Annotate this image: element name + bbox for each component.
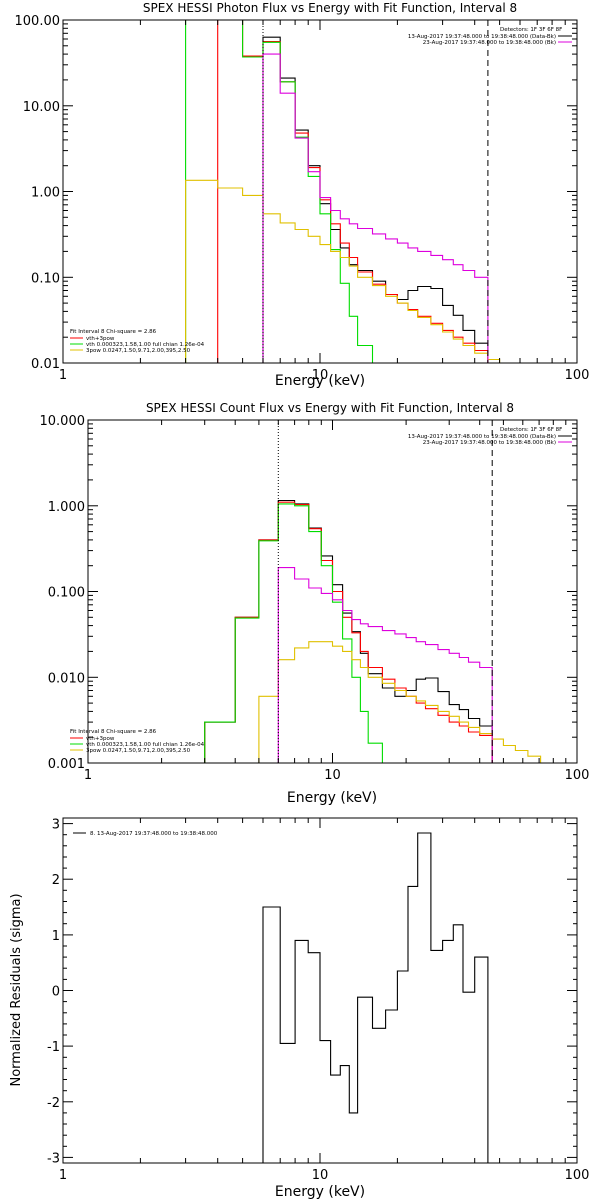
count-fit-vth-label: vth 0.000323,1.58,1.00 full chian 1.26e-…: [86, 742, 205, 748]
resid-series-residuals: [262, 832, 489, 1163]
count-fit-total-label: vth+3pow: [86, 736, 115, 742]
photon-y-tick-label: 100.00: [15, 14, 61, 29]
resid-x-axis-label: Energy (keV): [275, 1184, 365, 1200]
count-y-tick-label: 0.010: [48, 671, 85, 686]
count-x-tick-label: 1: [84, 768, 92, 783]
count-legend-data-entry: 13-Aug-2017 19:37:48.000 to 19:38:48.000…: [408, 434, 556, 440]
count-flux-panel: SPEX HESSI Count Flux vs Energy with Fit…: [40, 401, 590, 806]
resid-y-tick-label: 2: [52, 873, 60, 888]
resid-y-tick-label: 3: [52, 818, 60, 833]
photon-y-tick-label: 10.00: [23, 100, 60, 115]
photon-legend-top-right: Detectors: 1F 3F 6F 8F 13-Aug-2017 19:37…: [408, 27, 572, 46]
photon-series-bk: [262, 53, 489, 363]
count-legend-bottom-left: Fit Interval 8 Chi-square = 2.86 vth+3po…: [70, 729, 205, 754]
count-y-tick-label: 1.000: [48, 500, 85, 515]
photon-fit-total-label: vth+3pow: [86, 336, 115, 342]
photon-x-tick-label: 100: [565, 368, 590, 383]
photon-series-3pow: [185, 179, 513, 364]
resid-y-tick-label: 1: [52, 929, 60, 944]
resid-y-axis-label: Normalized Residuals (sigma): [9, 893, 24, 1086]
count-y-tick-label: 10.000: [40, 414, 86, 429]
photon-legend-bk-entry: 23-Aug-2017 19:37:48.000 to 19:38:48.000…: [423, 40, 556, 46]
photon-fit-header: Fit Interval 8 Chi-square = 2.86: [70, 329, 157, 335]
photon-series-data-bk: [262, 36, 489, 363]
count-series-bk: [277, 567, 493, 763]
count-series-vth: [204, 503, 383, 763]
count-x-tick-label: 10: [324, 768, 341, 783]
count-series-data-bk: [204, 499, 493, 763]
photon-x-tick-label: 10: [312, 368, 329, 383]
resid-y-tick-label: -1: [47, 1040, 60, 1055]
photon-x-axis-label: Energy (keV): [275, 373, 365, 389]
photon-flux-panel: SPEX HESSI Photon Flux vs Energy with Fi…: [15, 1, 590, 389]
resid-y-tick-label: -2: [47, 1096, 60, 1111]
resid-legend-label: 8. 13-Aug-2017 19:37:48.000 to 19:38:48.…: [90, 831, 218, 837]
count-series-3pow: [258, 641, 554, 764]
resid-y-tick-label: -3: [47, 1151, 60, 1166]
count-legend-bk-entry: 23-Aug-2017 19:37:48.000 to 19:38:48.000…: [423, 440, 556, 446]
resid-legend: 8. 13-Aug-2017 19:37:48.000 to 19:38:48.…: [73, 831, 218, 837]
photon-series-vth-3pow: [217, 19, 489, 363]
resid-x-tick-label: 1: [59, 1168, 67, 1183]
photon-series-vth: [185, 19, 374, 363]
count-x-axis-label: Energy (keV): [287, 790, 377, 806]
photon-x-tick-label: 1: [59, 368, 67, 383]
photon-legend-bottom-left: Fit Interval 8 Chi-square = 2.86 vth+3po…: [70, 329, 205, 354]
residuals-panel: 1 10 100 -3 -2 -1 0 1 2 3 Energy (keV) Normalized…: [9, 817, 590, 1200]
count-x-tick-label: 100: [565, 768, 590, 783]
count-legend-header: Detectors: 1F 3F 6F 8F: [500, 427, 562, 433]
photon-y-tick-label: 0.10: [31, 271, 60, 286]
resid-y-tick-label: 0: [52, 985, 60, 1000]
count-legend-top-right: Detectors: 1F 3F 6F 8F 13-Aug-2017 19:37…: [408, 427, 572, 446]
resid-x-tick-label: 10: [312, 1168, 329, 1183]
photon-legend-data-entry: 13-Aug-2017 19:37:48.000 to 19:38:48.000…: [408, 34, 556, 40]
photon-y-tick-label: 0.01: [31, 357, 60, 372]
photon-legend-header: Detectors: 1F 3F 6F 8F: [500, 27, 562, 33]
photon-panel-title: SPEX HESSI Photon Flux vs Energy with Fi…: [143, 1, 517, 15]
resid-x-tick-label: 100: [565, 1168, 590, 1183]
photon-fit-vth-label: vth 0.000323,1.58,1.00 full chian 1.26e-…: [86, 342, 205, 348]
photon-y-tick-label: 1.00: [31, 186, 60, 201]
count-fit-pow-label: 3pow 0.0247,1.50,9.71,2.00,395,2.50: [86, 748, 191, 754]
count-series-vth-3pow: [204, 501, 493, 763]
count-y-tick-label: 0.001: [48, 757, 85, 772]
count-y-tick-label: 0.100: [48, 586, 85, 601]
photon-fit-pow-label: 3pow 0.0247,1.50,9.71,2.00,395,2.50: [86, 348, 191, 354]
count-panel-title: SPEX HESSI Count Flux vs Energy with Fit…: [146, 401, 514, 415]
count-fit-header: Fit Interval 8 Chi-square = 2.86: [70, 729, 157, 735]
